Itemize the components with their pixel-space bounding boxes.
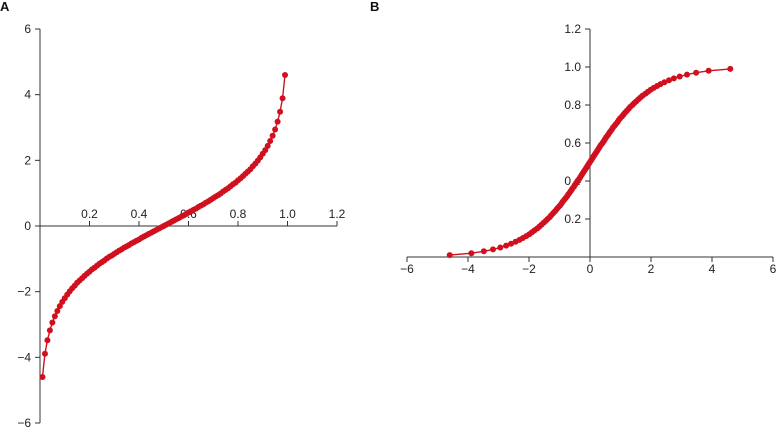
panel-b-y-tick-label: 1.0 xyxy=(564,60,581,74)
panel-a-y-tick-label: 6 xyxy=(24,22,31,36)
panel-b-data-point xyxy=(676,73,683,80)
panel-b-x-tick-label: 4 xyxy=(709,262,716,276)
panel-a-x-tick-label: 1.2 xyxy=(329,207,346,221)
panel-a-data-point xyxy=(44,337,51,344)
panel-b-data-point xyxy=(661,79,668,86)
panel-a-x-tick-label: 0.2 xyxy=(81,207,98,221)
panel-a-data-point xyxy=(274,118,281,125)
panel-b-x-tick-label: −4 xyxy=(461,262,475,276)
panel-a-data-point xyxy=(51,313,58,320)
panel-a-x-tick-label: 0.4 xyxy=(131,207,148,221)
panel-a-data-point xyxy=(54,308,61,315)
panel-a-y-tick-label: −6 xyxy=(17,416,31,428)
panel-a-data-point xyxy=(269,132,276,139)
panel-b-label: B xyxy=(370,0,379,14)
panel-a-data-point xyxy=(264,142,271,149)
panel-b-data-point xyxy=(468,250,475,257)
panel-a-x-tick-label: 1.0 xyxy=(279,207,296,221)
panel-a-data-point xyxy=(267,137,274,144)
panel-b-x-tick-label: 6 xyxy=(770,262,777,276)
panel-b-data-point xyxy=(503,242,510,249)
panel-b-data-point xyxy=(446,252,453,259)
panel-a-y-tick-label: −2 xyxy=(17,285,31,299)
panel-a-y-tick-label: 4 xyxy=(24,88,31,102)
panel-b-x-tick-label: −2 xyxy=(522,262,536,276)
panel-a-data-point xyxy=(277,108,284,115)
panel-b-data-point xyxy=(490,246,497,253)
panel-b-x-tick-label: 2 xyxy=(648,262,655,276)
panel-b-data-point xyxy=(683,71,690,78)
panel-a-y-tick-label: −4 xyxy=(17,350,31,364)
panel-a-label: A xyxy=(0,0,10,14)
panel-b-y-tick-label: 1.2 xyxy=(564,22,581,36)
panel-b-y-tick-label: 0.8 xyxy=(564,98,581,112)
panel-a-data-point xyxy=(39,374,46,381)
panel-a-x-tick-label: 0.8 xyxy=(230,207,247,221)
panel-b-x-tick-label: −6 xyxy=(400,262,414,276)
panel-b-data-point xyxy=(480,248,487,255)
panel-b: B −6 −4 −2 0 2 4 60.20.40.60.81.01.2 xyxy=(370,0,777,276)
panel-a-data-point xyxy=(272,126,279,133)
panel-b-x-tick-label: 0 xyxy=(587,262,594,276)
panel-b-data-point xyxy=(497,244,504,251)
panel-b-y-tick-label: 0.2 xyxy=(564,212,581,226)
panel-a-data-point xyxy=(282,71,289,78)
panel-b-data-point xyxy=(693,69,700,76)
panel-a-y-tick-label: 0 xyxy=(24,219,31,233)
panel-a-data-point xyxy=(279,95,286,102)
panel-b-data-point xyxy=(670,75,677,82)
panel-a-data-point xyxy=(41,350,48,357)
panel-a-data-point xyxy=(46,327,53,334)
panel-b-data-point xyxy=(727,65,734,72)
panel-b-data-point xyxy=(508,240,514,247)
panel-b-y-tick-label: 0.6 xyxy=(564,136,581,150)
panel-b-data-point xyxy=(705,67,712,74)
panel-a-data-point xyxy=(49,319,56,326)
panel-b-data-point xyxy=(666,77,672,84)
panel-a-y-tick-label: 2 xyxy=(24,153,31,167)
